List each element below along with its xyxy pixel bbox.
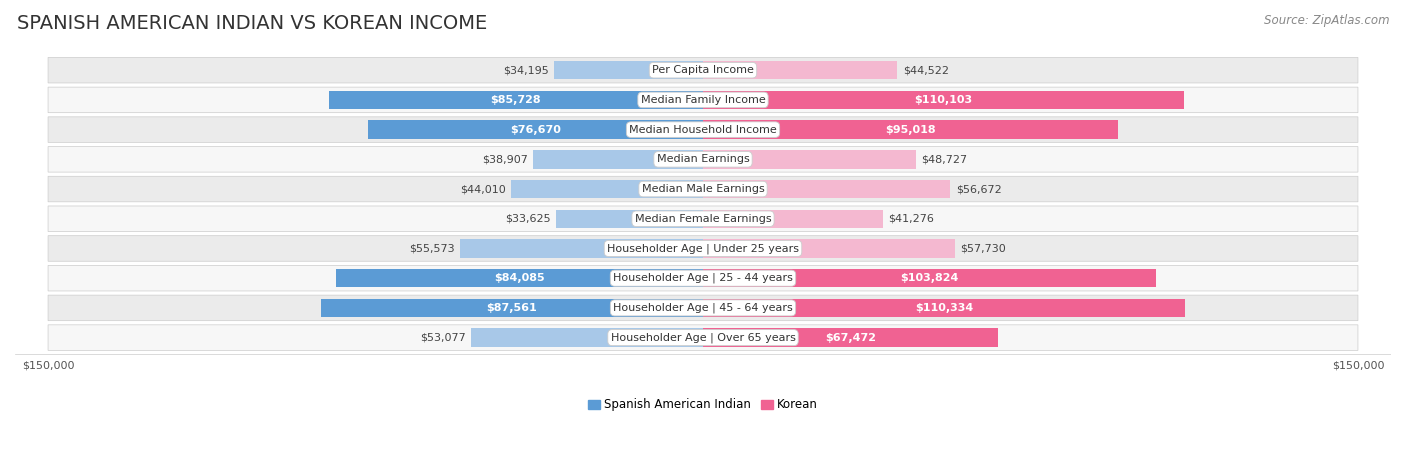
Bar — [703, 61, 897, 79]
Text: $103,824: $103,824 — [900, 273, 959, 283]
Text: $76,670: $76,670 — [510, 125, 561, 134]
Legend: Spanish American Indian, Korean: Spanish American Indian, Korean — [583, 394, 823, 416]
Bar — [510, 180, 703, 198]
Bar — [703, 239, 955, 258]
Text: $44,010: $44,010 — [460, 184, 506, 194]
Bar — [703, 180, 950, 198]
FancyBboxPatch shape — [48, 87, 1358, 113]
Text: Median Household Income: Median Household Income — [628, 125, 778, 134]
Bar — [321, 299, 703, 317]
Bar — [703, 269, 1156, 287]
Bar — [703, 91, 1184, 109]
Text: $85,728: $85,728 — [491, 95, 541, 105]
Text: Median Male Earnings: Median Male Earnings — [641, 184, 765, 194]
Text: Householder Age | Under 25 years: Householder Age | Under 25 years — [607, 243, 799, 254]
FancyBboxPatch shape — [48, 147, 1358, 172]
Bar — [703, 150, 915, 169]
Text: $41,276: $41,276 — [889, 214, 935, 224]
Text: Median Earnings: Median Earnings — [657, 154, 749, 164]
FancyBboxPatch shape — [48, 206, 1358, 232]
Text: $67,472: $67,472 — [825, 333, 876, 343]
Bar — [703, 210, 883, 228]
Text: $34,195: $34,195 — [503, 65, 548, 75]
Text: $33,625: $33,625 — [505, 214, 551, 224]
Bar — [703, 120, 1118, 139]
Text: $56,672: $56,672 — [956, 184, 1001, 194]
Text: $57,730: $57,730 — [960, 243, 1007, 254]
Text: $84,085: $84,085 — [494, 273, 544, 283]
Text: $48,727: $48,727 — [921, 154, 967, 164]
Text: Householder Age | 25 - 44 years: Householder Age | 25 - 44 years — [613, 273, 793, 283]
Bar — [703, 328, 998, 347]
Text: Source: ZipAtlas.com: Source: ZipAtlas.com — [1264, 14, 1389, 27]
Text: $53,077: $53,077 — [420, 333, 465, 343]
Bar — [460, 239, 703, 258]
Text: $87,561: $87,561 — [486, 303, 537, 313]
Text: $55,573: $55,573 — [409, 243, 456, 254]
Text: $38,907: $38,907 — [482, 154, 527, 164]
Text: $110,103: $110,103 — [914, 95, 973, 105]
FancyBboxPatch shape — [48, 236, 1358, 261]
FancyBboxPatch shape — [48, 57, 1358, 83]
FancyBboxPatch shape — [48, 295, 1358, 321]
Text: $44,522: $44,522 — [903, 65, 949, 75]
Text: Householder Age | Over 65 years: Householder Age | Over 65 years — [610, 333, 796, 343]
Bar — [557, 210, 703, 228]
Bar — [336, 269, 703, 287]
Text: SPANISH AMERICAN INDIAN VS KOREAN INCOME: SPANISH AMERICAN INDIAN VS KOREAN INCOME — [17, 14, 486, 33]
Bar — [533, 150, 703, 169]
FancyBboxPatch shape — [48, 117, 1358, 142]
Bar — [368, 120, 703, 139]
FancyBboxPatch shape — [48, 325, 1358, 350]
Bar — [703, 299, 1185, 317]
Text: $110,334: $110,334 — [915, 303, 973, 313]
Bar — [471, 328, 703, 347]
Text: Median Female Earnings: Median Female Earnings — [634, 214, 772, 224]
Text: Median Family Income: Median Family Income — [641, 95, 765, 105]
Bar — [329, 91, 703, 109]
Bar — [554, 61, 703, 79]
Text: Householder Age | 45 - 64 years: Householder Age | 45 - 64 years — [613, 303, 793, 313]
Text: Per Capita Income: Per Capita Income — [652, 65, 754, 75]
FancyBboxPatch shape — [48, 176, 1358, 202]
Text: $95,018: $95,018 — [886, 125, 936, 134]
FancyBboxPatch shape — [48, 265, 1358, 291]
